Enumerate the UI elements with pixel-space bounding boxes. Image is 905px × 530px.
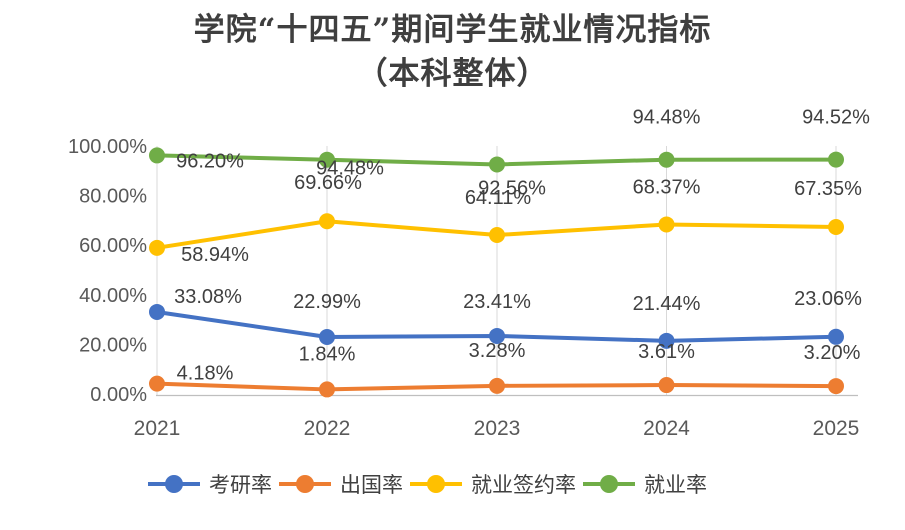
legend-marker-就业率 — [583, 475, 635, 493]
data-label-考研率-2025: 23.06% — [794, 288, 862, 310]
data-point-就业率-2021 — [149, 147, 165, 164]
data-label-就业率-2022: 94.48% — [316, 158, 384, 180]
data-label-就业签约率-2025: 67.35% — [794, 178, 862, 200]
legend: 考研率 出国率 就业签约率 就业率 — [148, 468, 707, 500]
legend-label-出国率: 出国率 — [340, 473, 403, 497]
data-point-就业签约率-2024 — [658, 216, 675, 233]
x-tick-label: 2021 — [134, 417, 181, 440]
y-tick-label: 20.00% — [79, 334, 147, 356]
data-label-就业率-2021: 96.20% — [176, 150, 244, 172]
data-point-就业率-2024 — [658, 151, 675, 168]
data-point-出国率-2022 — [319, 381, 335, 398]
x-tick-label: 2023 — [474, 417, 521, 440]
data-label-就业签约率-2023: 64.11% — [465, 187, 532, 209]
y-tick-label: 40.00% — [79, 285, 147, 307]
data-label-出国率-2022: 1.84% — [299, 343, 356, 365]
legend-marker-考研率 — [148, 475, 200, 493]
data-label-出国率-2025: 3.20% — [804, 342, 861, 364]
data-point-出国率-2025 — [828, 378, 844, 395]
legend-marker-出国率 — [279, 475, 331, 493]
data-label-就业签约率-2024: 68.37% — [633, 176, 701, 198]
data-point-出国率-2024 — [658, 377, 675, 394]
data-point-就业签约率-2021 — [149, 239, 165, 256]
data-label-就业率-2023: 92.56% — [478, 177, 546, 199]
y-tick-label: 80.00% — [79, 186, 147, 208]
data-label-考研率-2022: 22.99% — [293, 291, 361, 313]
legend-label-就业签约率: 就业签约率 — [471, 473, 576, 497]
x-tick-label: 2024 — [643, 417, 690, 440]
data-point-就业签约率-2025 — [828, 218, 844, 235]
data-label-出国率-2021: 4.18% — [177, 363, 234, 385]
data-point-就业签约率-2022 — [319, 213, 335, 230]
legend-item-就业率: 就业率 — [583, 469, 707, 499]
data-point-考研率-2025 — [828, 328, 844, 345]
legend-label-考研率: 考研率 — [209, 473, 272, 497]
data-point-就业签约率-2023 — [489, 227, 505, 244]
data-point-考研率-2023 — [489, 327, 505, 344]
data-label-考研率-2021: 33.08% — [174, 286, 242, 308]
data-point-出国率-2021 — [149, 375, 165, 392]
legend-item-出国率: 出国率 — [279, 469, 403, 499]
data-label-就业率-2024: 94.48% — [633, 107, 701, 129]
data-point-就业率-2022 — [319, 151, 335, 168]
data-label-考研率-2024: 21.44% — [633, 293, 701, 315]
data-point-考研率-2024 — [658, 332, 675, 349]
legend-label-就业率: 就业率 — [644, 473, 707, 497]
data-label-就业签约率-2021: 58.94% — [181, 244, 249, 266]
legend-item-就业签约率: 就业签约率 — [410, 469, 576, 499]
data-point-出国率-2023 — [489, 377, 505, 394]
x-tick-label: 2022 — [304, 417, 351, 440]
y-tick-label: 100.00% — [68, 136, 147, 158]
data-point-考研率-2022 — [319, 328, 335, 345]
data-point-就业率-2025 — [828, 151, 844, 168]
y-tick-label: 0.00% — [90, 384, 147, 406]
chart-title-block: 学院“十四五”期间学生就业情况指标 （本科整体） — [0, 8, 905, 96]
data-label-就业签约率-2022: 69.66% — [294, 172, 362, 194]
data-label-出国率-2024: 3.61% — [638, 341, 695, 363]
data-label-考研率-2023: 23.41% — [463, 291, 531, 313]
chart-title: 学院“十四五”期间学生就业情况指标 — [193, 12, 712, 48]
data-point-考研率-2021 — [149, 303, 165, 320]
y-tick-label: 60.00% — [79, 235, 147, 257]
chart-subtitle: （本科整体） — [356, 56, 549, 92]
data-point-就业率-2023 — [489, 156, 505, 173]
legend-marker-就业签约率 — [410, 475, 462, 493]
data-label-就业率-2025: 94.52% — [802, 107, 870, 129]
data-label-出国率-2023: 3.28% — [469, 340, 526, 362]
x-tick-label: 2025 — [813, 417, 860, 440]
legend-item-考研率: 考研率 — [148, 469, 272, 499]
